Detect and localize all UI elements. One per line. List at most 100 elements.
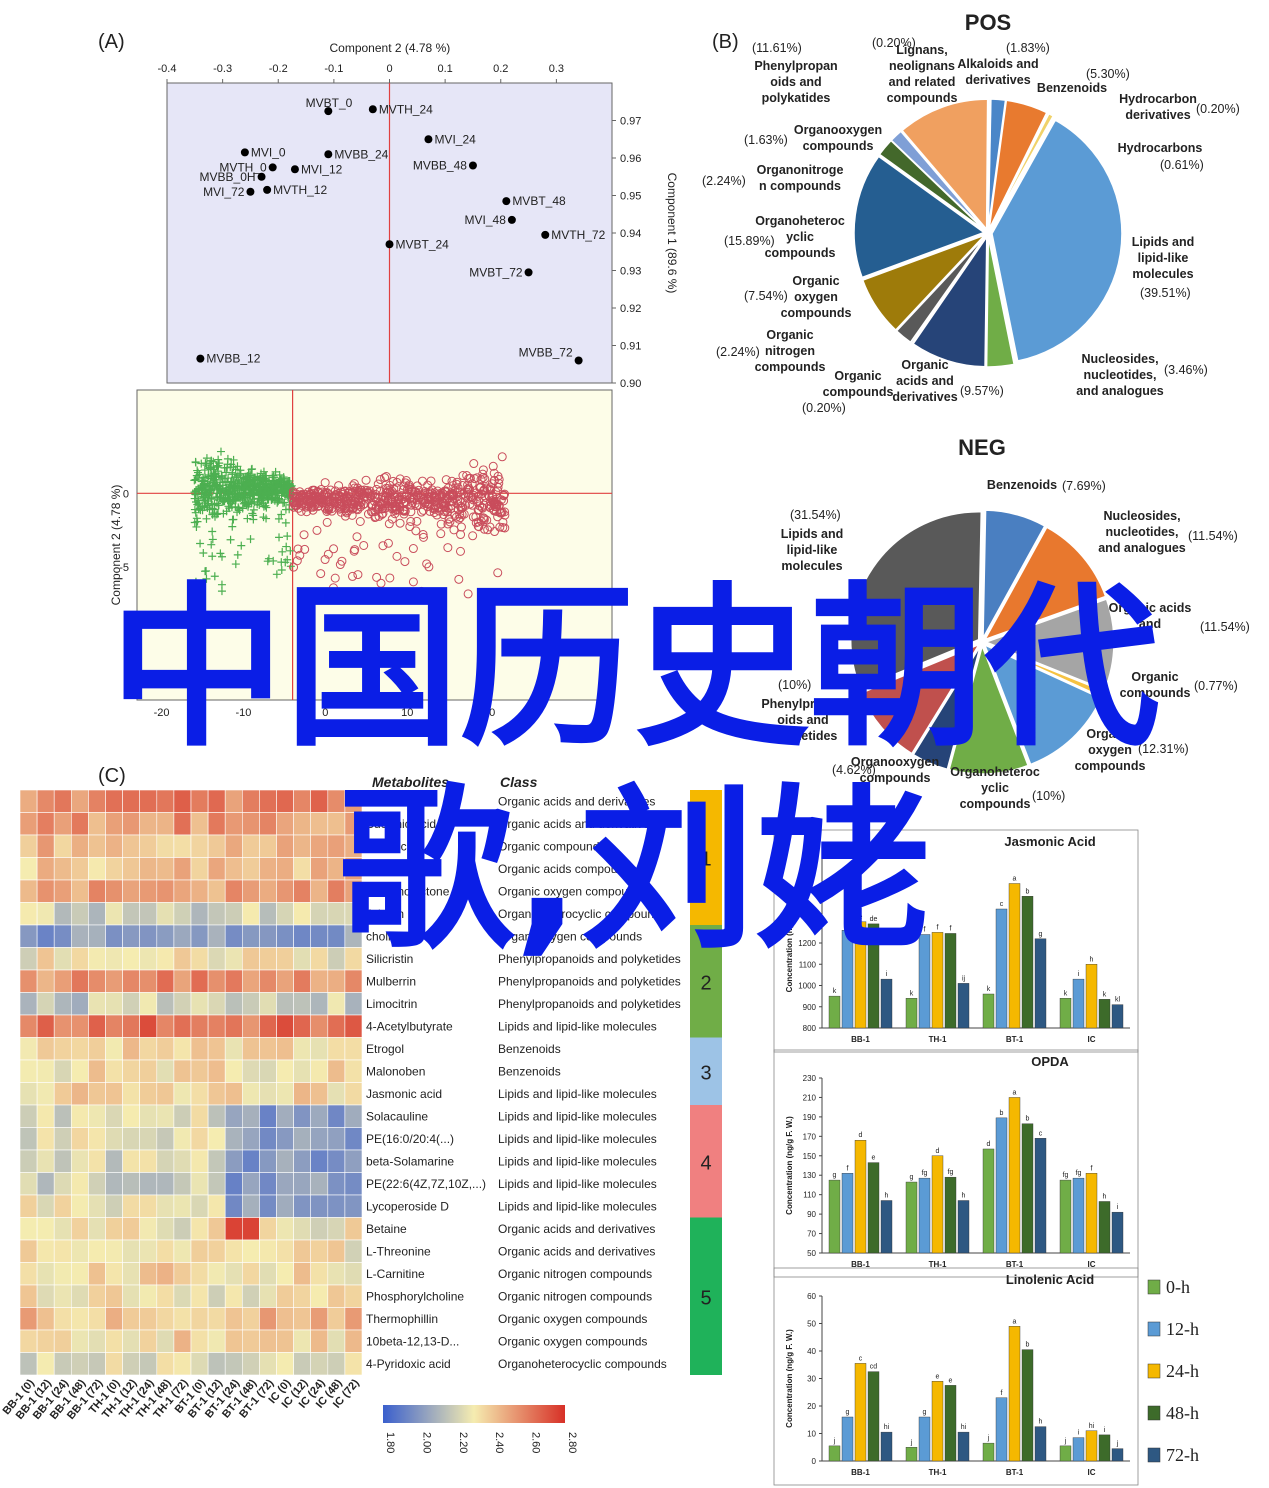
bar-significance-letter: f xyxy=(924,927,926,934)
score-point-circle xyxy=(495,522,505,532)
score-point-circle xyxy=(323,549,333,559)
score-point-circle xyxy=(485,484,495,494)
heatmap-cell xyxy=(53,1194,72,1218)
loading-point-label: MVBB_0H xyxy=(200,170,256,184)
heatmap-cell xyxy=(53,1329,72,1353)
score-point-circle xyxy=(490,502,500,512)
heatmap-cell xyxy=(122,924,140,948)
heatmap-cells xyxy=(19,789,363,1376)
score-point-circle xyxy=(392,551,402,561)
score-point-plus xyxy=(253,500,262,509)
bar-significance-letter: h xyxy=(1039,1419,1043,1426)
heatmap-cell xyxy=(310,1059,329,1083)
score-point-plus xyxy=(245,475,254,484)
score-point-plus xyxy=(249,505,258,514)
heatmap-cell xyxy=(105,1284,123,1308)
loading-point xyxy=(240,148,249,157)
heatmap-cell xyxy=(310,812,329,836)
pie-slice-label: Nucleosides, xyxy=(1103,509,1180,523)
heatmap-cell xyxy=(71,1307,89,1331)
bar-significance-letter: h xyxy=(962,1193,966,1200)
score-point-plus xyxy=(202,454,211,463)
score-point-circle xyxy=(373,479,383,489)
bar xyxy=(1059,1179,1072,1254)
score-point-circle xyxy=(353,495,363,505)
bar-category-label: IC xyxy=(1088,1035,1096,1044)
heatmap-cell xyxy=(310,1262,329,1286)
heatmap-cell xyxy=(156,1239,175,1263)
heatmap-cell xyxy=(310,1104,329,1128)
heatmap-cell xyxy=(207,1194,226,1218)
pie-slice-label: Benzenoids xyxy=(987,478,1057,492)
heatmap-cell xyxy=(88,1329,106,1353)
heatmap-cell xyxy=(19,1059,38,1083)
pie-slice-label: Hydrocarbons xyxy=(1118,141,1203,155)
score-point-plus xyxy=(201,567,210,576)
score-point-circle xyxy=(350,483,360,493)
heatmap-cell xyxy=(156,1037,175,1061)
heatmap-cell xyxy=(344,1217,363,1241)
score-point-circle xyxy=(479,491,489,501)
heatmap-cell xyxy=(344,1239,363,1263)
heatmap-cell xyxy=(36,1082,55,1106)
bar-significance-letter: j xyxy=(833,1438,836,1445)
pie-slice-label: compounds xyxy=(1075,759,1146,773)
y-tick-label: 0.97 xyxy=(620,116,641,128)
bar xyxy=(880,1431,893,1462)
pie-slice-label: nucleotides, xyxy=(1106,525,1179,539)
pie-slice-percent: (11.54%) xyxy=(1188,529,1238,543)
bar xyxy=(918,934,931,1029)
score-point-plus xyxy=(234,504,243,513)
loading-point-label: MVBB_24 xyxy=(334,147,388,161)
score-point-circle xyxy=(366,507,376,517)
bar-significance-letter: i xyxy=(1117,1204,1119,1211)
y-tick-label: 70 xyxy=(807,1230,816,1239)
cluster-label: 4 xyxy=(700,1152,711,1174)
heatmap-cell xyxy=(242,1352,260,1376)
heatmap-cell xyxy=(53,1239,72,1263)
bar xyxy=(905,1447,918,1462)
bar-significance-letter: j xyxy=(1116,1441,1119,1448)
heatmap-cell xyxy=(156,1262,175,1286)
score-point-plus xyxy=(247,499,256,508)
score-point-plus xyxy=(281,505,290,514)
heatmap-cell xyxy=(259,1104,277,1128)
heatmap-cell xyxy=(105,969,123,993)
score-point-circle xyxy=(491,487,501,497)
pie-title: POS xyxy=(965,10,1011,35)
bar xyxy=(957,1431,970,1462)
heatmap-cell xyxy=(71,1014,89,1038)
heatmap-cell xyxy=(105,1217,123,1241)
heatmap-cell xyxy=(293,902,312,926)
heatmap-cell xyxy=(293,1037,312,1061)
x-tick-label: 0.2 xyxy=(493,63,508,75)
heatmap-row-class: Organic acids and derivatives xyxy=(498,794,655,808)
heatmap-cell xyxy=(259,1127,277,1151)
heatmap-cell xyxy=(71,1352,89,1376)
bar-significance-letter: g xyxy=(923,1409,927,1416)
heatmap-cell xyxy=(36,1104,55,1128)
score-point-circle xyxy=(320,555,330,565)
score-point-circle xyxy=(499,490,509,500)
bar xyxy=(1008,1326,1021,1462)
y-tick-label: 0 xyxy=(123,488,129,500)
heatmap-cell xyxy=(122,1239,140,1263)
score-point-circle xyxy=(318,498,328,508)
score-point-circle xyxy=(478,472,488,482)
score-point-circle xyxy=(319,492,329,502)
heatmap-cell xyxy=(173,1149,192,1173)
y-tick-label: 210 xyxy=(803,1093,817,1102)
heatmap-row-metabolite: Thermophillin xyxy=(366,1312,438,1326)
heatmap-cell xyxy=(327,969,346,993)
heatmap-cell xyxy=(139,834,158,858)
score-point-circle xyxy=(405,493,415,503)
heatmap-cell xyxy=(36,1149,55,1173)
score-point-circle xyxy=(493,568,503,578)
score-point-circle xyxy=(436,529,446,539)
heatmap-cell xyxy=(293,1149,312,1173)
heatmap-cell xyxy=(156,992,175,1016)
score-point-plus xyxy=(217,552,226,561)
score-point-circle xyxy=(316,569,326,579)
heatmap-cell xyxy=(139,947,158,971)
heatmap-cell xyxy=(190,1239,209,1263)
